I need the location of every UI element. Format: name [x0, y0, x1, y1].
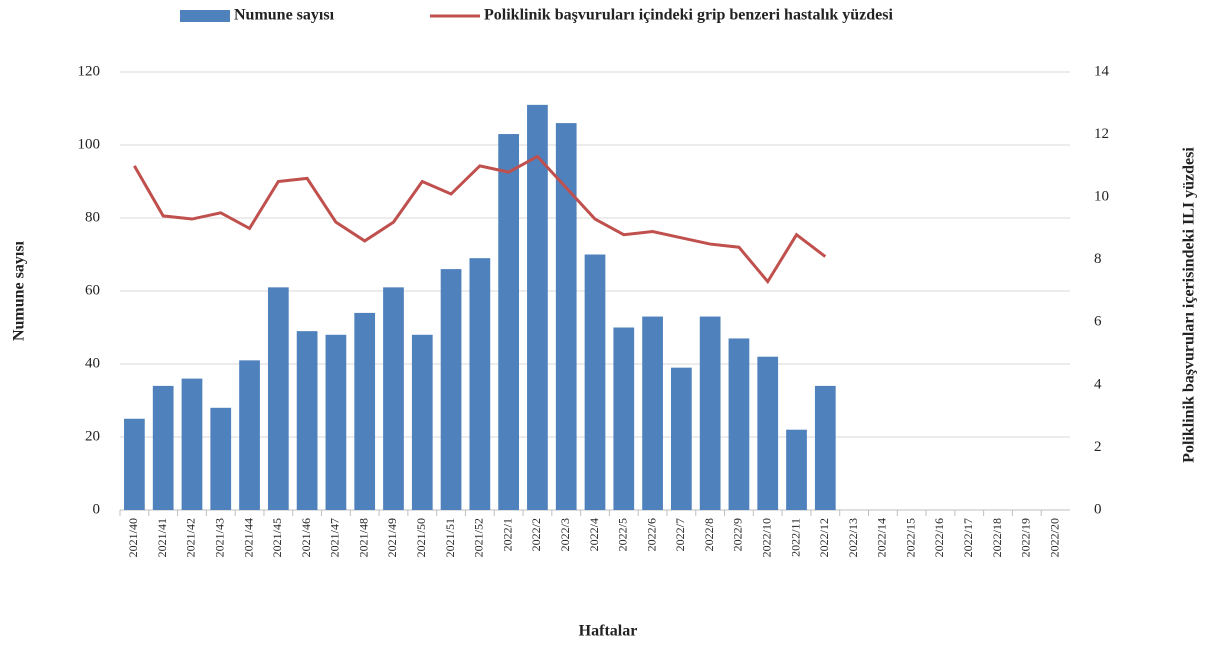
bar	[584, 254, 606, 510]
x-tick-label: 2022/2	[529, 518, 543, 551]
bar	[498, 134, 519, 511]
bar	[613, 327, 635, 510]
y-tick-label: 120	[78, 63, 101, 79]
x-tick-label: 2021/41	[155, 518, 169, 557]
x-tick-label: 2021/46	[299, 518, 313, 557]
x-tick-label: 2021/42	[184, 518, 198, 557]
x-tick-label: 2021/49	[385, 518, 399, 557]
y-axis-title: Numune sayısı	[11, 240, 28, 341]
x-tick-label: 2022/3	[558, 518, 572, 551]
bar	[124, 418, 145, 510]
bar	[325, 334, 347, 510]
x-tick-label: 2021/43	[213, 518, 227, 557]
x-tick-label: 2021/40	[126, 518, 140, 557]
y2-tick-label: 2	[1094, 439, 1102, 455]
bar	[354, 312, 376, 510]
y-tick-label: 20	[85, 428, 100, 444]
legend-label: Numune sayısı	[234, 7, 335, 24]
y2-tick-label: 14	[1094, 63, 1110, 79]
legend-label: Poliklinik başvuruları içindeki grip ben…	[484, 7, 894, 24]
line	[133, 154, 827, 285]
bar	[527, 104, 548, 510]
x-tick-label: 2022/5	[616, 518, 630, 551]
bar	[296, 331, 318, 510]
x-tick-label: 2021/51	[443, 518, 457, 557]
bar	[814, 385, 836, 510]
x-axis-title: Haftalar	[579, 623, 638, 640]
y2-tick-label: 12	[1094, 126, 1109, 142]
y2-tick-label: 8	[1094, 251, 1102, 267]
x-tick-label: 2022/14	[875, 518, 889, 557]
x-tick-label: 2022/8	[702, 518, 716, 551]
y-tick-label: 0	[93, 501, 101, 517]
bar	[440, 269, 462, 510]
x-tick-label: 2021/52	[472, 518, 486, 557]
bar	[181, 378, 203, 510]
bar	[411, 334, 433, 510]
x-tick-label: 2022/9	[731, 518, 745, 551]
legend-swatch	[180, 10, 230, 22]
x-tick-label: 2021/47	[328, 518, 342, 557]
bar	[728, 338, 750, 510]
bar	[239, 360, 260, 510]
x-tick-label: 2022/17	[961, 518, 975, 557]
y-tick-label: 100	[78, 136, 101, 152]
y2-tick-label: 10	[1094, 189, 1109, 205]
x-tick-label: 2022/18	[990, 518, 1004, 557]
x-tick-label: 2021/50	[414, 518, 428, 557]
bar	[383, 287, 404, 510]
x-tick-label: 2021/48	[356, 518, 370, 557]
x-tick-label: 2021/44	[241, 518, 255, 557]
y2-axis-title: Poliklinik başvuruları içerisindeki ILI …	[1181, 147, 1198, 463]
x-tick-label: 2022/16	[932, 518, 946, 557]
y2-tick-label: 6	[1094, 314, 1102, 330]
x-tick-label: 2021/45	[270, 518, 284, 557]
bar	[267, 287, 289, 510]
bar	[699, 316, 721, 510]
x-tick-label: 2022/15	[903, 518, 917, 557]
x-tick-label: 2022/19	[1019, 518, 1033, 557]
x-tick-label: 2022/10	[759, 518, 773, 557]
x-tick-label: 2022/13	[846, 518, 860, 557]
x-tick-label: 2022/12	[817, 518, 831, 557]
y-tick-label: 80	[85, 209, 100, 225]
bar	[671, 367, 692, 510]
bar	[152, 385, 174, 510]
x-tick-label: 2022/11	[788, 518, 802, 557]
y-tick-label: 40	[85, 355, 100, 371]
bar	[210, 407, 232, 510]
bar	[786, 429, 807, 510]
bar	[642, 316, 663, 510]
y2-tick-label: 0	[1094, 501, 1102, 517]
x-tick-label: 2022/1	[500, 518, 514, 551]
x-tick-label: 2022/6	[644, 518, 658, 551]
x-tick-label: 2022/7	[673, 518, 687, 551]
bar	[757, 356, 779, 510]
bar	[555, 123, 577, 510]
x-tick-label: 2022/20	[1047, 518, 1061, 557]
y-tick-label: 60	[85, 282, 100, 298]
x-tick-label: 2022/4	[587, 518, 601, 551]
bar	[469, 258, 491, 510]
y2-tick-label: 4	[1094, 376, 1102, 392]
